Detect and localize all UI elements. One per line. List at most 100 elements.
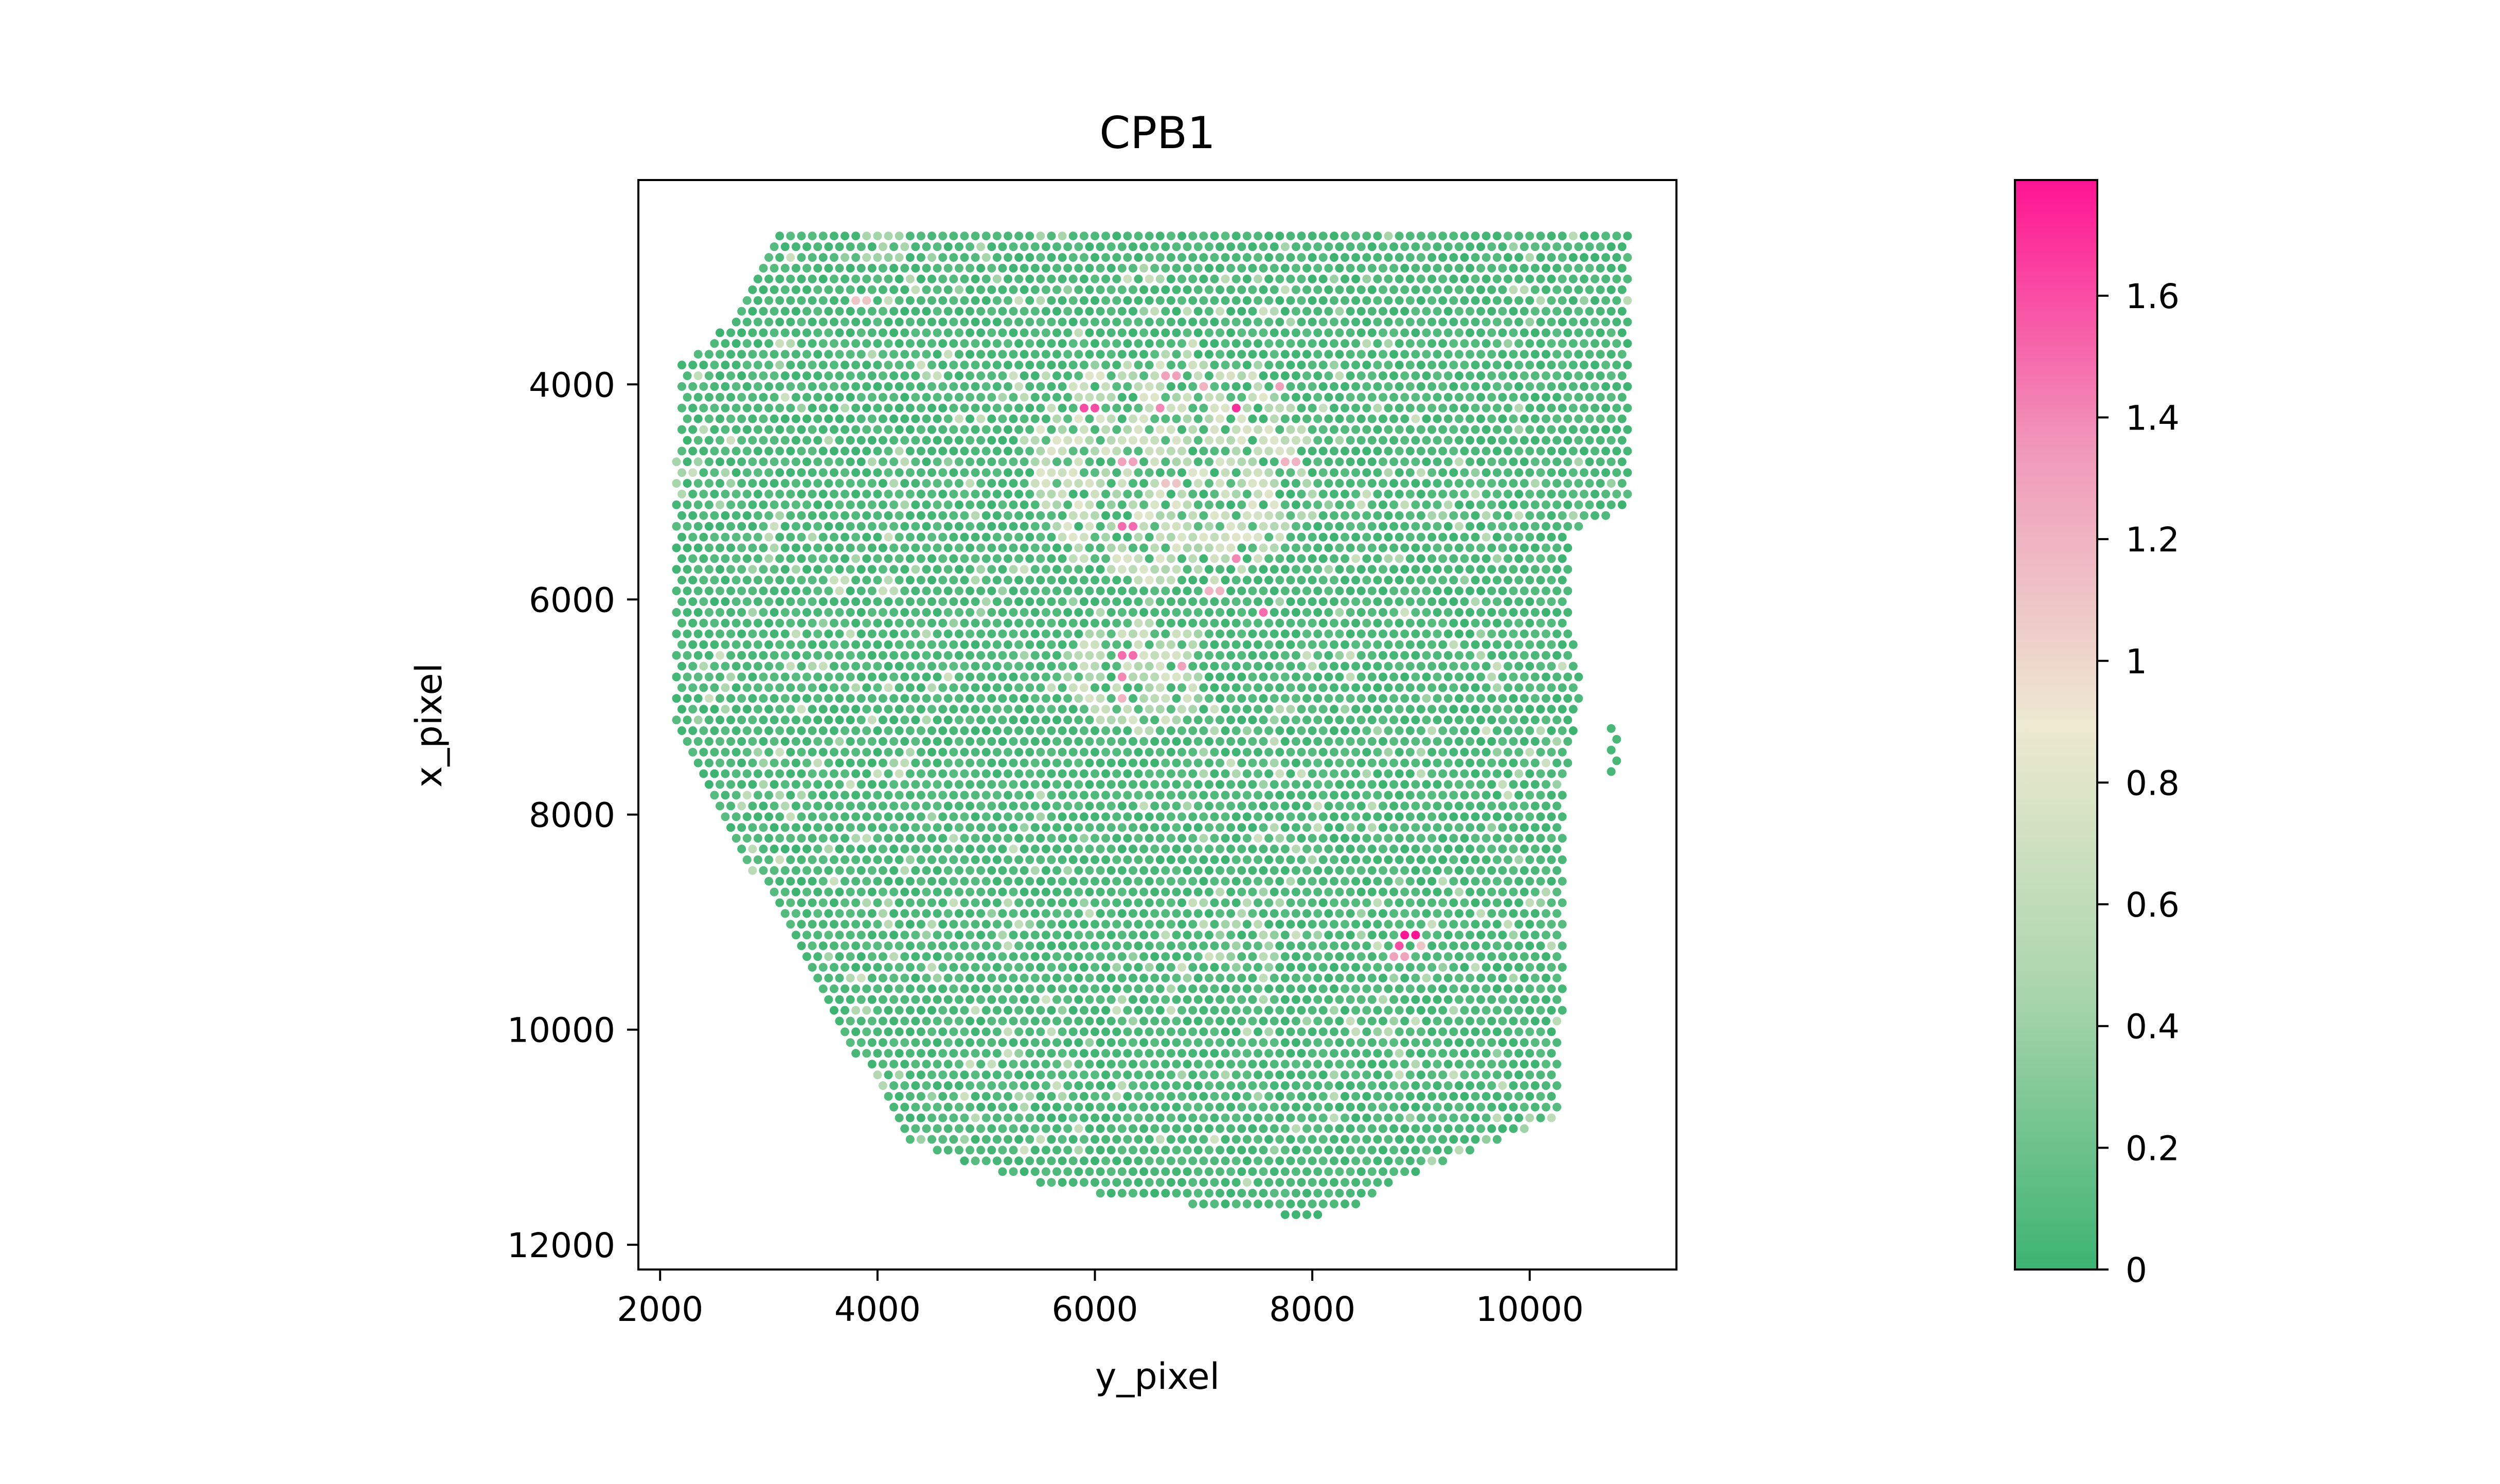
spot-point <box>1254 683 1262 692</box>
spot-point <box>987 371 996 380</box>
spot-point <box>1166 791 1175 800</box>
spot-point <box>1329 705 1338 714</box>
spot-point <box>742 296 752 305</box>
spot-point <box>1367 672 1377 682</box>
spot-point <box>1591 468 1599 477</box>
spot-point <box>933 522 942 531</box>
spot-point <box>786 640 795 649</box>
spot-point <box>1216 543 1224 552</box>
spot-point <box>1313 629 1323 638</box>
spot-point <box>1405 812 1415 821</box>
spot-point <box>1427 382 1437 391</box>
spot-point <box>1373 253 1382 262</box>
spot-point <box>786 726 795 735</box>
spot-point <box>1389 780 1399 789</box>
spot-point <box>976 845 986 853</box>
spot-point <box>1525 726 1534 735</box>
spot-point <box>1286 661 1295 671</box>
spot-point <box>1286 403 1295 413</box>
spot-point <box>1112 747 1121 757</box>
spot-point <box>1466 414 1474 423</box>
spot-point <box>1308 812 1317 821</box>
spot-point <box>900 716 909 725</box>
spot-point <box>1558 339 1567 348</box>
spot-point <box>1226 823 1236 832</box>
spot-point <box>1574 694 1583 703</box>
spot-point <box>742 554 752 563</box>
spot-point <box>927 554 936 563</box>
spot-point <box>884 834 893 843</box>
spot-point <box>1509 737 1518 746</box>
spot-point <box>1216 263 1224 273</box>
spot-point <box>1172 436 1181 445</box>
spot-point <box>1248 586 1257 596</box>
spot-point <box>1487 758 1496 767</box>
spot-point <box>1536 576 1545 585</box>
spot-point <box>1242 532 1252 542</box>
spot-point <box>1242 618 1252 628</box>
spot-point <box>1411 672 1420 682</box>
spot-point <box>1014 361 1024 370</box>
spot-point <box>1079 361 1088 370</box>
spot-point <box>1308 640 1317 649</box>
spot-point <box>966 457 974 467</box>
spot-point <box>1047 425 1056 434</box>
spot-point <box>1041 586 1050 596</box>
spot-point <box>1476 543 1486 552</box>
spot-point <box>1498 328 1507 337</box>
spot-point <box>1351 597 1361 606</box>
spot-point <box>1351 532 1361 542</box>
spot-point <box>726 629 736 638</box>
spot-point <box>1302 414 1311 423</box>
spot-point <box>1161 823 1170 832</box>
spot-point <box>1242 382 1252 391</box>
spot-point <box>1025 661 1034 671</box>
spot-point <box>1259 716 1268 725</box>
spot-point <box>878 307 887 316</box>
spot-point <box>992 855 1002 864</box>
spot-point <box>731 747 741 757</box>
spot-point <box>992 231 1002 241</box>
spot-point <box>1221 446 1230 456</box>
spot-point <box>1411 845 1420 853</box>
spot-point <box>1362 769 1371 778</box>
spot-point <box>780 285 790 294</box>
spot-point <box>1389 392 1399 402</box>
spot-point <box>1547 661 1556 671</box>
spot-point <box>1308 597 1317 606</box>
spot-point <box>753 446 762 456</box>
spot-point <box>748 801 757 811</box>
spot-point <box>1248 263 1257 273</box>
spot-point <box>1079 425 1088 434</box>
spot-point <box>1422 651 1431 660</box>
spot-point <box>1291 328 1300 337</box>
spot-point <box>1466 823 1474 832</box>
spot-point <box>1400 500 1409 509</box>
spot-point <box>1275 361 1284 370</box>
spot-point <box>1188 361 1198 370</box>
spot-point <box>677 446 686 456</box>
spot-point <box>791 522 800 531</box>
spot-point <box>1530 629 1540 638</box>
spot-point <box>873 532 882 542</box>
spot-point <box>1509 285 1518 294</box>
spot-point <box>1341 661 1349 671</box>
spot-point <box>1536 812 1545 821</box>
spot-point <box>943 392 953 402</box>
spot-point <box>884 791 893 800</box>
spot-point <box>916 490 925 498</box>
spot-point <box>1004 576 1012 585</box>
spot-point <box>1563 629 1573 638</box>
spot-point <box>1454 242 1463 252</box>
spot-point <box>1596 392 1605 402</box>
spot-point <box>846 543 855 552</box>
spot-point <box>1145 425 1154 434</box>
spot-point <box>841 834 849 843</box>
spot-point <box>987 716 996 725</box>
spot-point <box>1536 661 1545 671</box>
spot-point <box>1123 618 1132 628</box>
spot-point <box>976 651 986 660</box>
spot-point <box>829 705 838 714</box>
spot-point <box>1139 845 1149 853</box>
spot-point <box>1606 307 1616 316</box>
